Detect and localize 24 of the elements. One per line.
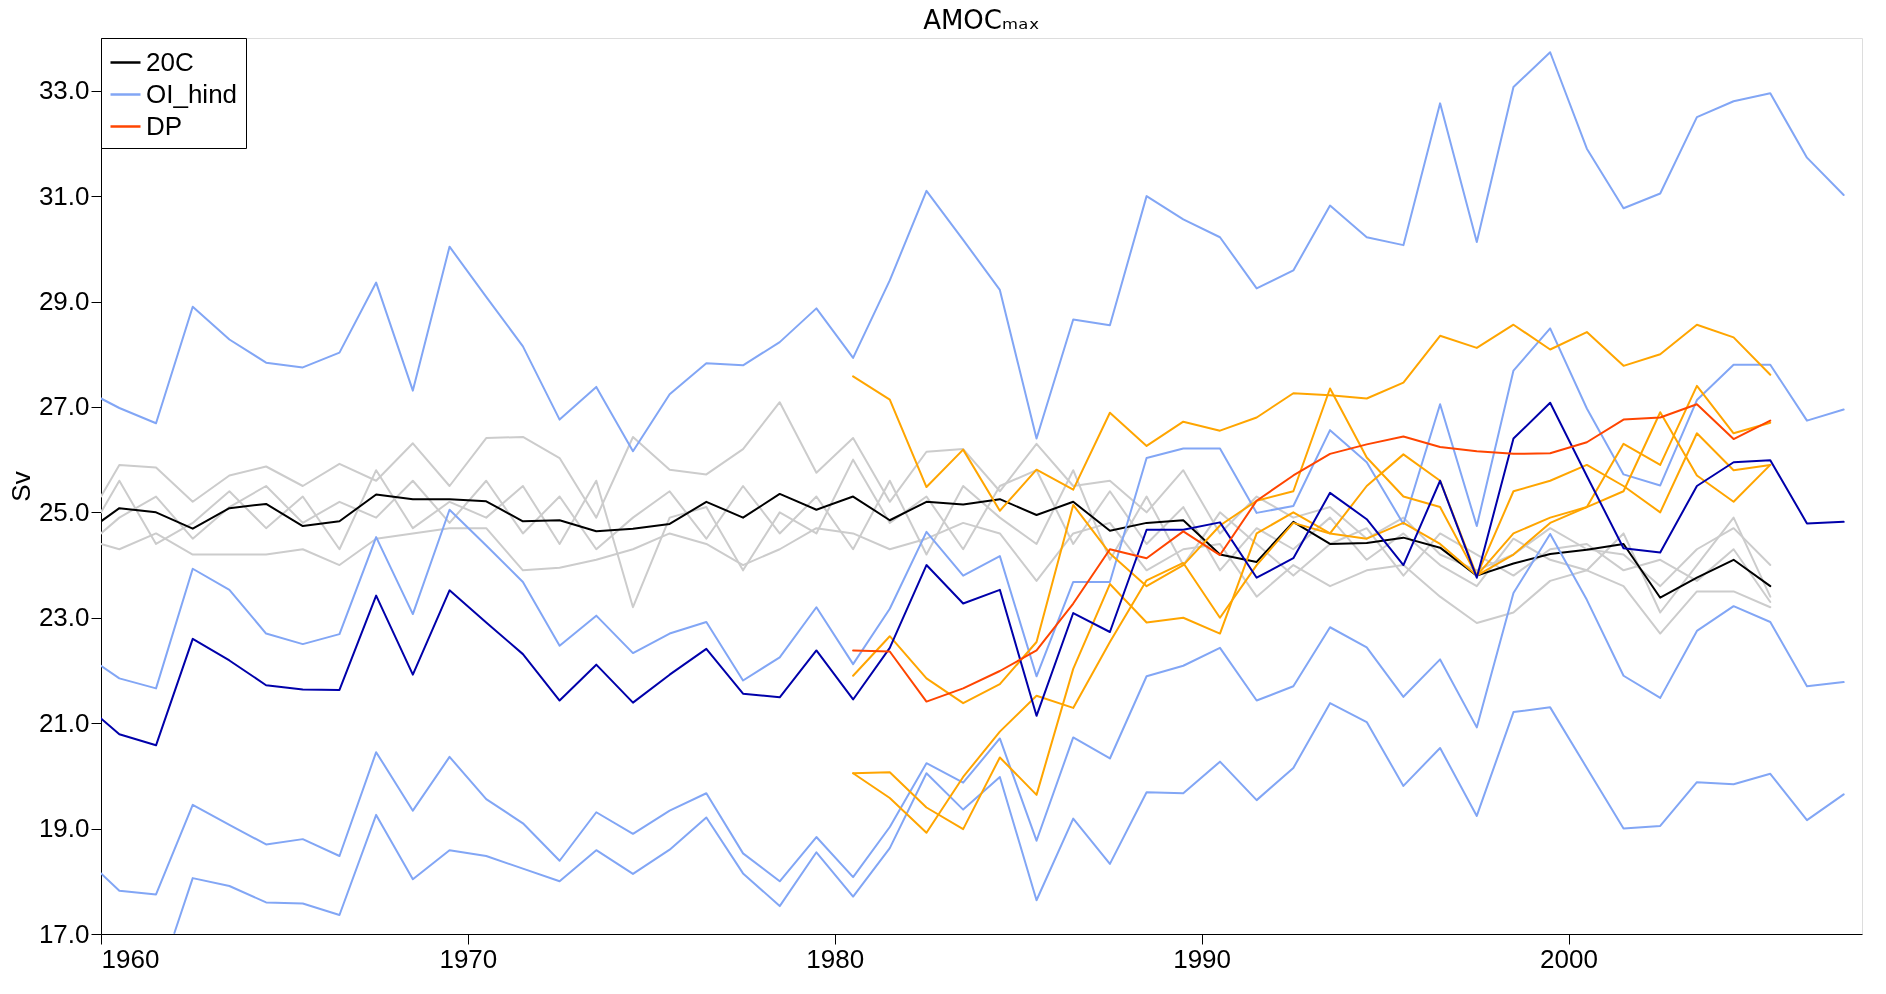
y-axis-title: Sv: [5, 471, 36, 502]
x-tick-label: 1970: [439, 943, 498, 974]
y-tick-label: 17.0: [38, 918, 90, 949]
y-tick-label: 29.0: [38, 286, 90, 317]
y-tick-label: 21.0: [38, 707, 90, 738]
legend-label: 20C: [146, 46, 194, 77]
y-tick-label: 33.0: [38, 75, 90, 106]
line-series: [173, 702, 1845, 934]
y-tick-label: 25.0: [38, 496, 90, 527]
y-tick-label: 27.0: [38, 391, 90, 422]
line-series: [101, 532, 1845, 896]
legend-label: DP: [146, 110, 183, 141]
line-series: [101, 51, 1845, 453]
x-tick-label: 1990: [1173, 943, 1232, 974]
legend-label: OI_hind: [146, 78, 238, 109]
y-tick-label: 23.0: [38, 602, 90, 633]
y-tick-label: 19.0: [38, 813, 90, 844]
line-series: [101, 327, 1845, 690]
x-tick-label: 2000: [1540, 943, 1598, 974]
line-series: [101, 401, 1845, 747]
chart-title: AMOCₘₐₓ: [923, 5, 1040, 35]
x-tick-label: 1980: [806, 943, 865, 974]
x-tick-label: 1960: [101, 943, 160, 974]
y-tick-label: 31.0: [38, 180, 90, 211]
